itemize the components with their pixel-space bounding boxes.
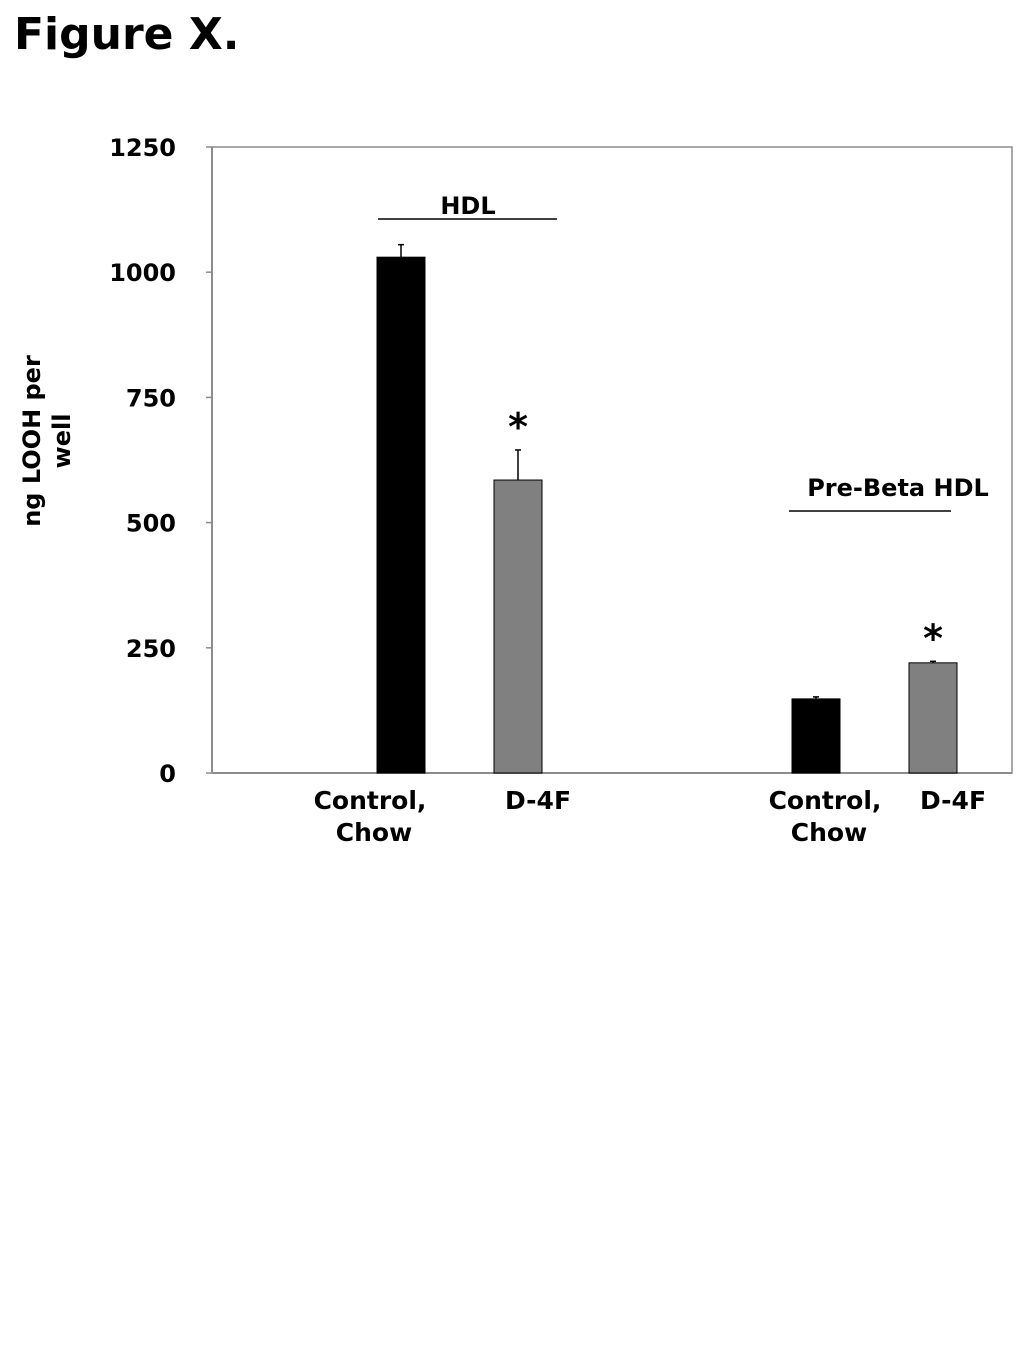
x-category-label: Control, Chow (769, 786, 882, 847)
group-label: HDL (440, 192, 495, 220)
y-tick-label: 1250 (109, 134, 176, 162)
y-tick-label: 0 (159, 760, 176, 788)
y-ticks: 0 250 500 750 1000 1250 (109, 134, 212, 788)
bar (493, 479, 543, 774)
x-category-label: D-4F (920, 786, 986, 815)
significance-marker: * (923, 616, 943, 660)
group-label: Pre-Beta HDL (807, 474, 989, 502)
x-category-label: Control, Chow (314, 786, 427, 847)
bar (376, 256, 426, 774)
bar (791, 698, 841, 774)
significance-marker: * (508, 405, 528, 449)
y-tick-label: 1000 (109, 259, 176, 287)
group-labels: HDL Pre-Beta HDL (378, 192, 989, 512)
y-axis-label: ng LOOH perwell (18, 355, 76, 527)
y-tick-label: 750 (126, 384, 176, 412)
figure-title: Figure X. (14, 9, 240, 60)
x-category-label: D-4F (505, 786, 571, 815)
bar (908, 662, 958, 774)
bars: ** (376, 243, 958, 774)
y-tick-label: 250 (126, 635, 176, 663)
plot-frame (211, 146, 1013, 774)
x-category-labels: Control, Chow D-4F Control, Chow D-4F (314, 786, 986, 847)
y-tick-label: 500 (126, 510, 176, 538)
